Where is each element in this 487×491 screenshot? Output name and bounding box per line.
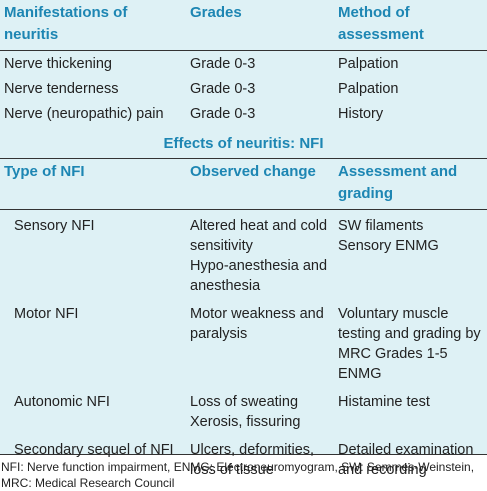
- header-cell: Method of assessment: [334, 0, 487, 51]
- row: Nerve (neuropathic) pain Grade 0-3 History: [0, 101, 487, 126]
- cell: Nerve thickening: [4, 56, 112, 72]
- row: Secondary sequel of NFI Ulcers, deformiti…: [0, 434, 487, 482]
- cell-line: Voluntary muscle testing and grading by …: [338, 306, 481, 362]
- row: Nerve tenderness Grade 0-3 Palpation: [0, 76, 487, 101]
- table-panel: Manifestations of neuritis Grades Method o…: [0, 0, 487, 478]
- cell: Detailed examination and recording: [334, 434, 487, 482]
- cell: Grade 0-3: [190, 106, 256, 122]
- cell-line: Xerosis, fissuring: [190, 414, 301, 430]
- cell-line: Loss of sweating: [190, 394, 299, 410]
- row: Motor NFI Motor weakness and paralysis Vol…: [0, 298, 487, 386]
- cell: Voluntary muscle testing and grading by …: [334, 298, 487, 386]
- cell: Sensory NFI: [0, 210, 186, 299]
- row: Autonomic NFI Loss of sweating Xerosis, fi…: [0, 386, 487, 434]
- cell-line: Histamine test: [338, 394, 430, 410]
- cell-line: Secondary sequel of NFI: [14, 442, 174, 458]
- cell: History: [338, 106, 384, 122]
- row: Sensory NFI Altered heat and cold sensiti…: [0, 210, 487, 299]
- cell: SW filaments Sensory ENMG: [334, 210, 487, 299]
- cell-line: Hypo-anesthesia and anesthesia: [190, 258, 328, 294]
- cell-line: Autonomic NFI: [14, 394, 110, 410]
- cell: Nerve (neuropathic) pain: [4, 106, 164, 122]
- cell-line: ENMG: [338, 366, 382, 382]
- cell-line: Motor NFI: [14, 306, 79, 322]
- cell-line: SW filaments: [338, 218, 424, 234]
- cell: Motor NFI: [0, 298, 186, 386]
- header-cell: Observed change: [186, 158, 334, 210]
- section-title: Effects of neuritis: NFI: [0, 126, 487, 159]
- cell: Loss of sweating Xerosis, fissuring: [186, 386, 334, 434]
- cell-line: Motor weakness and paralysis: [190, 306, 324, 342]
- row: Nerve thickening Grade 0-3 Palpation: [0, 51, 487, 77]
- cell-line: Altered heat and cold sensitivity: [190, 218, 328, 254]
- cell: Histamine test: [334, 386, 487, 434]
- cell: Motor weakness and paralysis: [186, 298, 334, 386]
- cell: Grade 0-3: [190, 81, 256, 97]
- section-row: Effects of neuritis: NFI: [0, 126, 487, 159]
- header-cell: Type of NFI: [0, 158, 186, 210]
- cell: Grade 0-3: [190, 56, 256, 72]
- cell-line: Sensory ENMG: [338, 238, 439, 254]
- cell: Palpation: [338, 56, 399, 72]
- header-cell: Manifestations of neuritis: [0, 0, 186, 51]
- cell: Palpation: [338, 81, 399, 97]
- section-header-row: Type of NFI Observed change Assessment and…: [0, 158, 487, 210]
- cell-line: Ulcers, deformities, loss of tissue: [190, 442, 315, 478]
- cell: Autonomic NFI: [0, 386, 186, 434]
- cell: Nerve tenderness: [4, 81, 119, 97]
- header-cell: Grades: [186, 0, 334, 51]
- cell: Altered heat and cold sensitivity Hypo-an…: [186, 210, 334, 299]
- cell: Secondary sequel of NFI: [0, 434, 186, 482]
- cell-line: Sensory NFI: [14, 218, 95, 234]
- header-row: Manifestations of neuritis Grades Method o…: [0, 0, 487, 51]
- header-cell: Assessment and grading: [334, 158, 487, 210]
- footnote: NFI: Nerve function impairment, ENMG: El…: [1, 460, 475, 490]
- cell: Ulcers, deformities, loss of tissue: [186, 434, 334, 482]
- cell-line: Detailed examination and recording: [338, 442, 474, 478]
